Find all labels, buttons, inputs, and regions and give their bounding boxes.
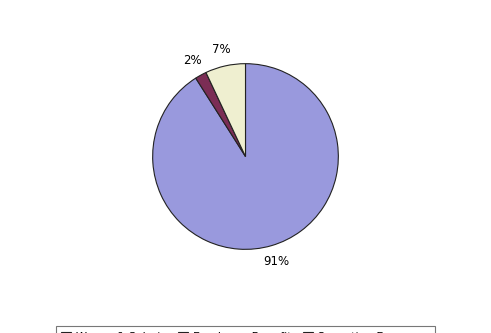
Wedge shape [206, 64, 246, 157]
Wedge shape [153, 64, 338, 249]
Text: 2%: 2% [184, 54, 202, 67]
Legend: Wages & Salaries, Employee Benefits, Operating Expenses: Wages & Salaries, Employee Benefits, Ope… [56, 326, 435, 333]
Wedge shape [196, 73, 246, 157]
Text: 91%: 91% [263, 255, 289, 268]
Text: 7%: 7% [212, 43, 231, 56]
